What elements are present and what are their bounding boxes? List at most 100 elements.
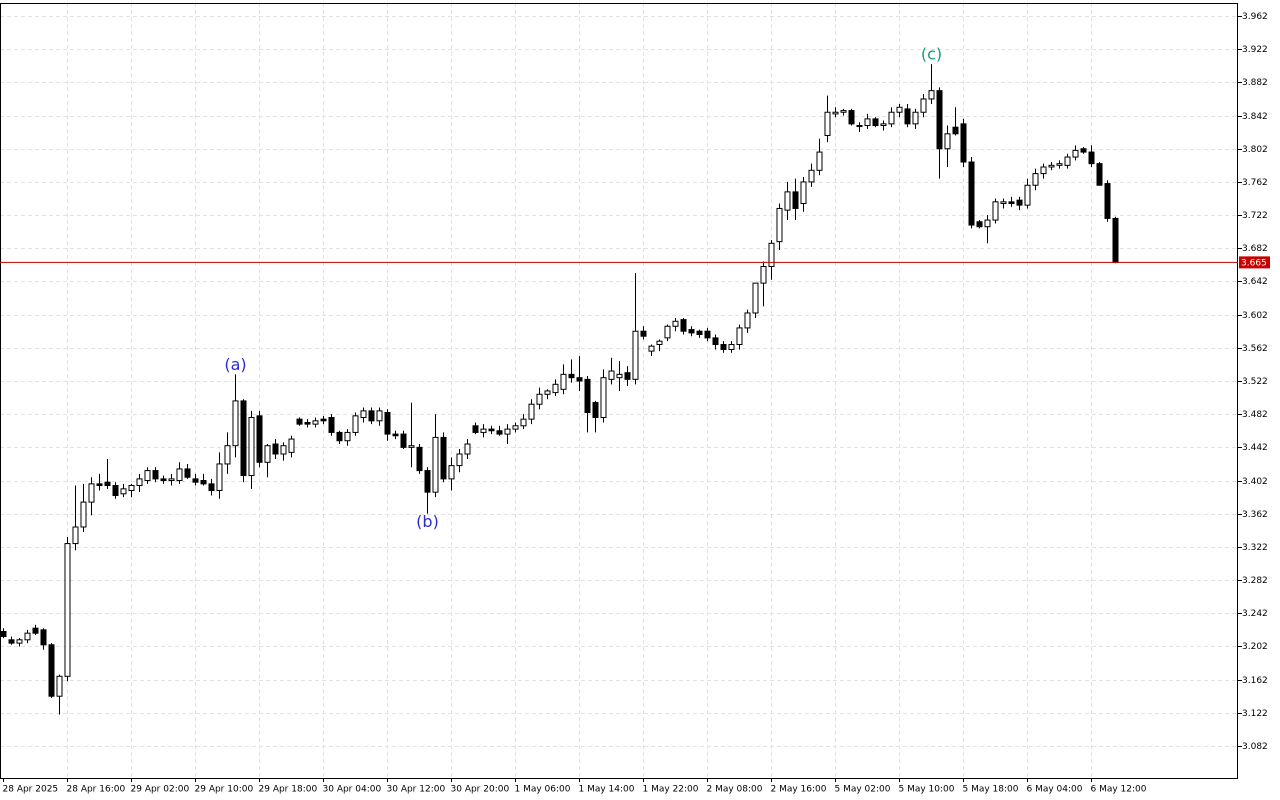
candle-body	[104, 481, 111, 487]
candle-body	[376, 410, 383, 422]
candle-body	[840, 110, 847, 113]
candle-body	[304, 421, 311, 425]
y-tick-label: 3.442	[1242, 443, 1268, 453]
candle-body	[560, 373, 567, 390]
candle-body	[248, 417, 255, 477]
candle-body	[1048, 164, 1055, 168]
candle-body	[800, 181, 807, 204]
x-tick-label: 30 Apr 12:00	[387, 785, 446, 795]
candle-body	[432, 436, 439, 493]
price-label: 3.665	[1241, 258, 1267, 268]
candle-body	[440, 436, 447, 480]
y-tick-label: 3.642	[1242, 277, 1268, 287]
candle-body	[832, 111, 839, 115]
candle-body	[608, 370, 615, 380]
candle-body	[912, 111, 919, 125]
candle-body	[200, 480, 207, 485]
candle-body	[656, 340, 663, 346]
candle-body	[736, 327, 743, 346]
candle-body	[96, 483, 103, 487]
candle-body	[1104, 183, 1111, 219]
candle-body	[312, 420, 319, 425]
candle-body	[416, 446, 423, 472]
candle-body	[1040, 166, 1047, 175]
candle-body	[136, 478, 143, 487]
candle-body	[512, 425, 519, 430]
candle-body	[120, 488, 127, 495]
wave-label: (a)	[224, 355, 246, 374]
candle-body	[728, 344, 735, 350]
candle-body	[64, 543, 71, 677]
candle-body	[424, 470, 431, 493]
candle-body	[968, 161, 975, 226]
candle-body	[88, 483, 95, 503]
y-tick-label: 3.762	[1242, 178, 1268, 188]
x-tick-label: 2 May 08:00	[707, 785, 763, 795]
candle-body	[192, 478, 199, 483]
candle-body	[696, 330, 703, 336]
x-tick-label: 6 May 04:00	[1027, 785, 1083, 795]
candle-body	[56, 675, 63, 697]
candle-body	[944, 133, 951, 150]
x-tick-label: 1 May 22:00	[643, 785, 699, 795]
candle-body	[584, 378, 591, 414]
y-tick-label: 3.802	[1242, 145, 1268, 155]
candle-body	[600, 377, 607, 419]
candle-body	[1064, 156, 1071, 166]
candle-body	[240, 400, 247, 477]
candle-body	[1032, 173, 1039, 186]
candle-body	[488, 428, 495, 432]
price-label-box	[1239, 256, 1270, 269]
y-tick-label: 3.842	[1242, 112, 1268, 122]
candle-body	[720, 344, 727, 350]
y-tick-label: 3.282	[1242, 576, 1268, 586]
candle-body	[856, 125, 863, 128]
candle-body	[576, 377, 583, 382]
candle-body	[400, 433, 407, 448]
candle-body	[40, 629, 47, 646]
plot-border	[0, 3, 1238, 779]
candle-body	[864, 118, 871, 127]
candle-body	[536, 393, 543, 405]
candle-body	[448, 465, 455, 480]
candle-body	[552, 383, 559, 394]
x-tick-label: 30 Apr 20:00	[451, 785, 510, 795]
candle-body	[672, 320, 679, 327]
candle-body	[808, 169, 815, 183]
candle-body	[336, 431, 343, 442]
candles	[0, 64, 1119, 715]
candle-body	[408, 445, 415, 448]
candle-body	[776, 207, 783, 243]
candle-body	[1112, 217, 1119, 263]
y-tick-label: 3.082	[1242, 742, 1268, 752]
candle-body	[72, 526, 79, 545]
y-tick-label: 3.722	[1242, 211, 1268, 221]
candle-body	[648, 345, 655, 352]
candle-body	[16, 639, 23, 644]
candle-body	[256, 415, 263, 463]
x-tick-label: 2 May 16:00	[771, 785, 827, 795]
candle-body	[896, 106, 903, 113]
candle-body	[264, 445, 271, 463]
candle-body	[528, 403, 535, 420]
candle-body	[472, 425, 479, 433]
candle-body	[976, 221, 983, 228]
candle-body	[624, 372, 631, 380]
wave-label: (c)	[921, 45, 942, 64]
candle-body	[848, 110, 855, 125]
x-tick-label: 30 Apr 04:00	[323, 785, 382, 795]
candle-body	[384, 412, 391, 435]
candle-body	[24, 632, 31, 641]
wave-label: (b)	[416, 512, 439, 531]
candle-body	[80, 501, 87, 528]
y-tick-label: 3.522	[1242, 377, 1268, 387]
candle-body	[456, 453, 463, 467]
candle-body	[152, 470, 159, 480]
candle-body	[504, 428, 511, 435]
candle-body	[920, 98, 927, 113]
candle-body	[176, 468, 183, 482]
x-tick-label: 28 Apr 16:00	[67, 785, 126, 795]
x-tick-label: 5 May 10:00	[899, 785, 955, 795]
candle-body	[568, 373, 575, 379]
